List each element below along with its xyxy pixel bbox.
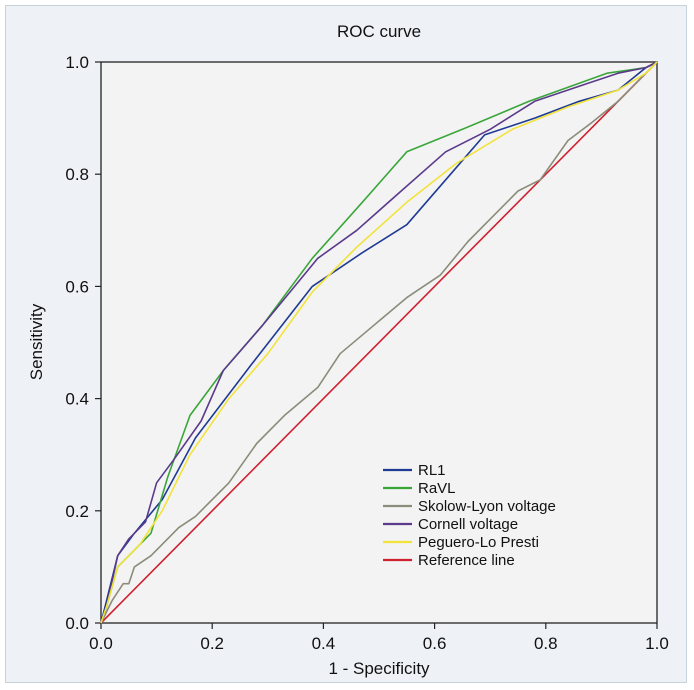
legend-label-rl1: RL1 (418, 462, 446, 479)
series-line-reference-line (100, 61, 658, 624)
y-tick-label: 0.2 (65, 502, 89, 521)
x-tick-label: 1.0 (645, 634, 669, 653)
series-line-rl1 (100, 61, 658, 624)
y-tick-label: 0.0 (65, 614, 89, 633)
x-tick-label: 0.0 (89, 634, 113, 653)
y-tick-label: 1.0 (65, 53, 89, 72)
series-line-skolow-lyon-voltage (100, 61, 658, 624)
y-axis-label: Sensitivity (27, 303, 46, 380)
legend-label-ravl: RaVL (418, 480, 456, 497)
series-lines (100, 61, 658, 624)
x-tick-label: 0.8 (534, 634, 558, 653)
series-line-peguero-lo-presti (100, 61, 658, 624)
x-tick-label: 0.4 (312, 634, 336, 653)
legend-label-cornell-voltage: Cornell voltage (418, 516, 518, 533)
x-tick-label: 0.6 (423, 634, 447, 653)
legend-label-reference-line: Reference line (418, 552, 515, 569)
legend-label-skolow-lyon-voltage: Skolow-Lyon voltage (418, 498, 556, 515)
y-tick-label: 0.8 (65, 165, 89, 184)
chart-title: ROC curve (337, 22, 421, 41)
y-tick-label: 0.4 (65, 390, 89, 409)
x-axis-label: 1 - Specificity (328, 659, 430, 678)
axis-ticks: 0.0 0.2 0.4 0.6 0.8 1.0 0.0 0.2 0.4 0.6 0.8 1.0 (65, 53, 668, 653)
legend-label-peguero-lo-presti: Peguero-Lo Presti (418, 534, 539, 551)
series-line-cornell-voltage (100, 61, 658, 624)
y-tick-label: 0.6 (65, 277, 89, 296)
x-tick-label: 0.2 (200, 634, 224, 653)
